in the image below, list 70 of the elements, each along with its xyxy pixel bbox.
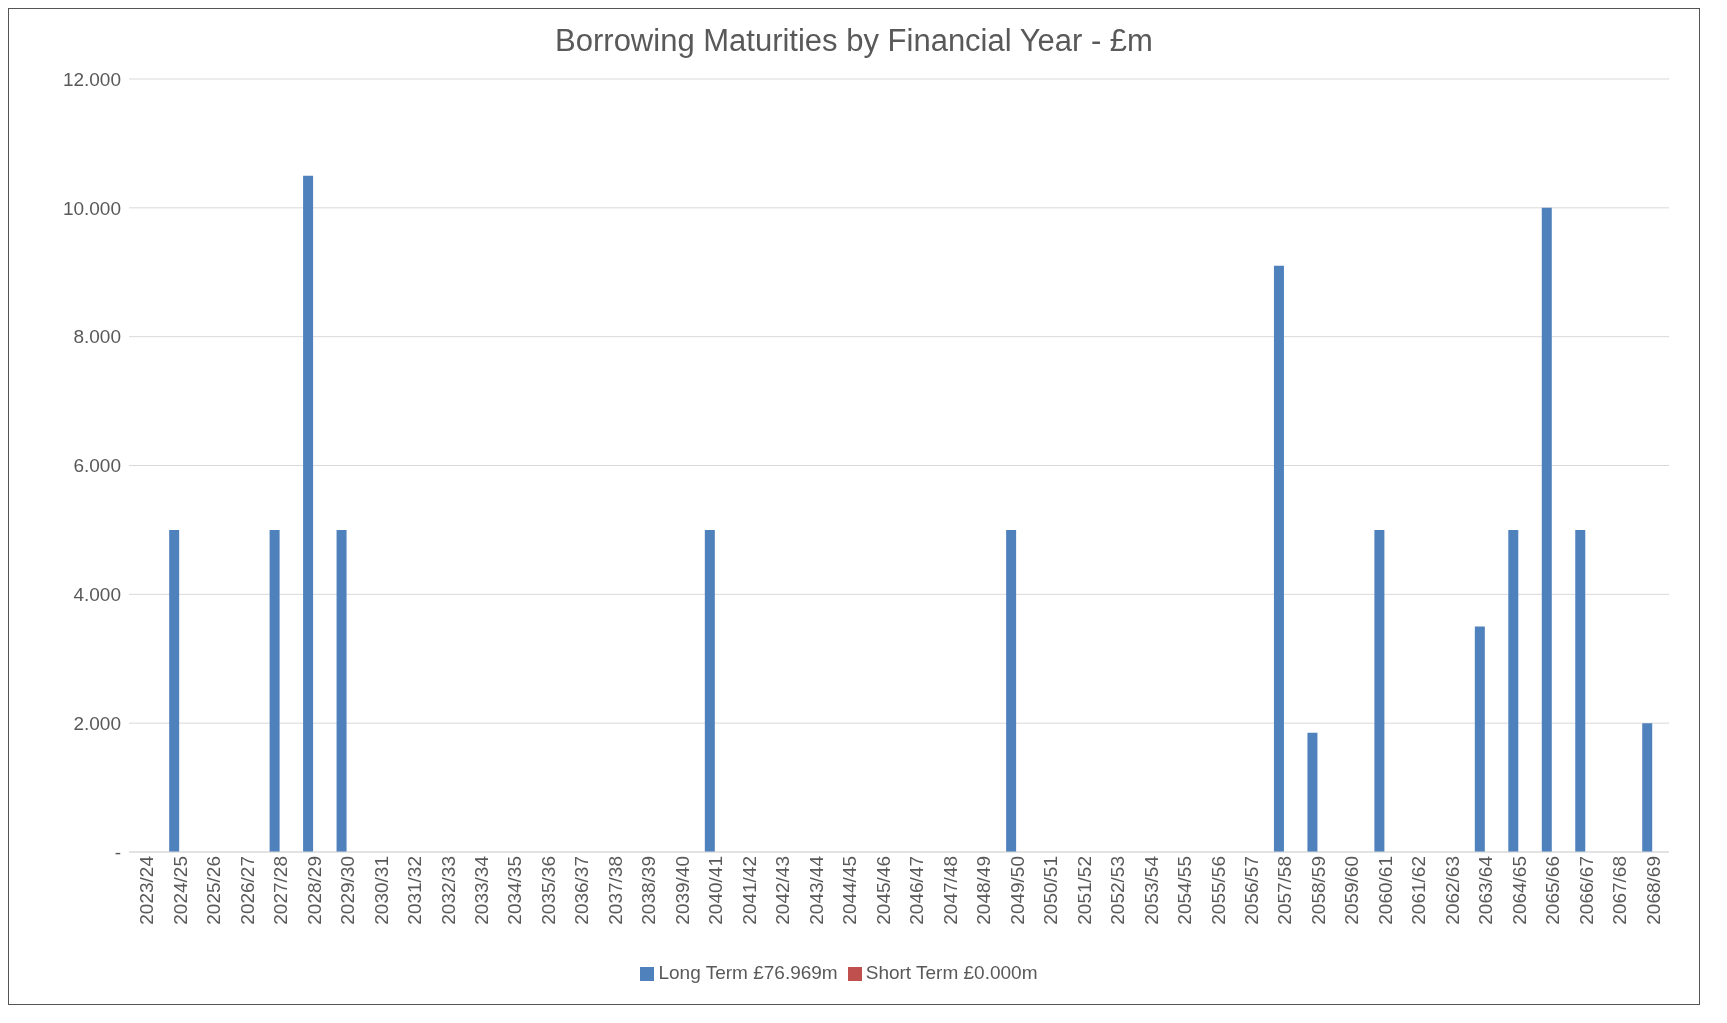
x-tick-label: 2035/36 xyxy=(537,856,559,925)
x-tick-label: 2042/43 xyxy=(772,856,794,925)
x-tick-label: 2025/26 xyxy=(203,856,225,925)
bar xyxy=(1508,529,1519,852)
y-tick-label: 10.000 xyxy=(62,197,121,219)
y-tick-label: 8.000 xyxy=(73,326,121,348)
x-tick-label: 2032/33 xyxy=(437,856,459,925)
x-tick-label: 2028/29 xyxy=(303,856,325,925)
bar xyxy=(1541,207,1552,852)
x-tick-label: 2049/50 xyxy=(1006,856,1028,925)
y-tick-label: - xyxy=(114,841,121,863)
x-tick-label: 2037/38 xyxy=(604,856,626,925)
bar xyxy=(1575,529,1586,852)
x-tick-label: 2034/35 xyxy=(504,856,526,925)
y-tick-label: 12.000 xyxy=(62,68,121,90)
x-tick-label: 2039/40 xyxy=(671,856,693,925)
x-tick-label: 2059/60 xyxy=(1341,856,1363,925)
x-tick-label: 2054/55 xyxy=(1174,856,1196,925)
x-tick-label: 2031/32 xyxy=(404,856,426,925)
x-tick-label: 2060/61 xyxy=(1374,856,1396,925)
x-tick-label: 2036/37 xyxy=(571,856,593,925)
x-tick-label: 2050/51 xyxy=(1040,856,1062,925)
x-tick-label: 2026/27 xyxy=(236,856,258,925)
x-tick-label: 2045/46 xyxy=(872,856,894,925)
bar xyxy=(1642,723,1653,852)
bar xyxy=(1273,265,1284,852)
x-tick-label: 2063/64 xyxy=(1475,855,1497,925)
y-tick-label: 2.000 xyxy=(73,712,121,734)
x-tick-label: 2055/56 xyxy=(1207,856,1229,925)
x-tick-label: 2024/25 xyxy=(169,856,191,925)
x-tick-label: 2066/67 xyxy=(1575,856,1597,925)
legend-label: Long Term £76.969m xyxy=(658,962,838,983)
x-tick-label: 2029/30 xyxy=(337,856,359,925)
x-tick-label: 2043/44 xyxy=(805,855,827,925)
x-tick-label: 2038/39 xyxy=(638,856,660,925)
x-tick-label: 2051/52 xyxy=(1073,856,1095,925)
bar xyxy=(1006,529,1017,852)
y-tick-label: 6.000 xyxy=(73,455,121,477)
x-tick-label: 2047/48 xyxy=(939,856,961,925)
x-tick-label: 2062/63 xyxy=(1441,856,1463,925)
x-tick-label: 2061/62 xyxy=(1408,856,1430,925)
x-tick-label: 2023/24 xyxy=(136,855,158,925)
bar xyxy=(336,529,347,852)
bar xyxy=(303,175,314,852)
x-tick-label: 2057/58 xyxy=(1274,856,1296,925)
bar xyxy=(1474,626,1485,852)
bar xyxy=(1374,529,1385,852)
bar xyxy=(169,529,180,852)
x-tick-label: 2048/49 xyxy=(973,856,995,925)
x-tick-label: 2040/41 xyxy=(705,856,727,925)
x-tick-label: 2053/54 xyxy=(1140,855,1162,925)
x-tick-label: 2041/42 xyxy=(738,856,760,925)
x-tick-label: 2033/34 xyxy=(471,855,493,925)
x-tick-label: 2065/66 xyxy=(1542,856,1564,925)
bar xyxy=(1307,732,1318,852)
chart-title: Borrowing Maturities by Financial Year - £m xyxy=(554,23,1154,59)
x-tick-label: 2044/45 xyxy=(839,856,861,925)
x-tick-label: 2067/68 xyxy=(1609,856,1631,925)
bar xyxy=(704,529,715,852)
x-tick-label: 2027/28 xyxy=(270,856,292,925)
legend-label: Short Term £0.000m xyxy=(865,962,1038,983)
y-tick-label: 4.000 xyxy=(73,584,121,606)
x-tick-label: 2030/31 xyxy=(370,856,392,925)
x-tick-label: 2052/53 xyxy=(1107,856,1129,925)
x-tick-label: 2058/59 xyxy=(1307,856,1329,925)
x-tick-label: 2046/47 xyxy=(906,856,928,925)
x-tick-label: 2056/57 xyxy=(1241,856,1263,925)
x-tick-label: 2068/69 xyxy=(1642,856,1664,925)
bar xyxy=(269,529,280,852)
x-tick-label: 2064/65 xyxy=(1508,856,1530,925)
